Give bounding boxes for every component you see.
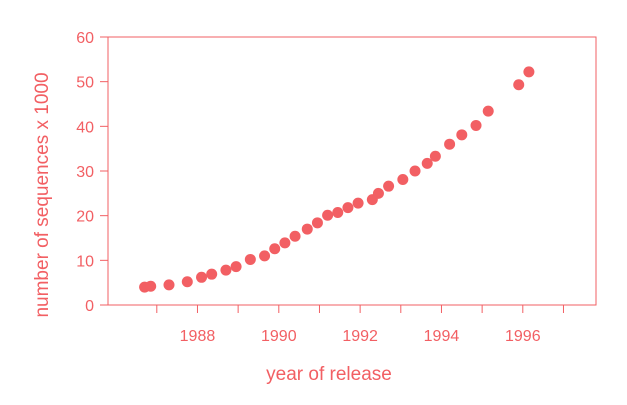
x-tick-label: 1988 xyxy=(180,328,216,345)
data-point xyxy=(279,237,291,249)
data-point xyxy=(206,268,218,280)
y-axis-title: number of sequences x 1000 xyxy=(32,72,53,317)
y-tick-label: 60 xyxy=(76,30,94,47)
data-point xyxy=(332,207,344,219)
x-tick-label: 1990 xyxy=(261,328,297,345)
data-point xyxy=(145,280,157,292)
axes: 0 10 20 30 40 50 60 1988 1990 1992 1994 1996 xyxy=(76,30,597,345)
data-point xyxy=(513,79,525,91)
data-point xyxy=(383,180,395,192)
data-point xyxy=(289,230,301,242)
data-point xyxy=(322,209,334,221)
x-axis-title: year of release xyxy=(266,364,392,385)
data-point xyxy=(163,279,175,291)
data-point xyxy=(482,105,494,117)
data-point xyxy=(470,119,482,131)
data-point xyxy=(444,138,456,150)
data-point xyxy=(269,243,281,255)
data-point xyxy=(352,197,364,209)
data-point xyxy=(259,250,271,262)
data-point xyxy=(196,271,208,283)
data-point xyxy=(230,261,242,273)
y-tick-label: 10 xyxy=(76,253,94,270)
plot-frame xyxy=(107,36,597,306)
data-point xyxy=(301,223,313,235)
data-point xyxy=(409,165,421,177)
data-point xyxy=(421,157,433,169)
y-tick-label: 20 xyxy=(76,209,94,226)
data-point xyxy=(397,173,409,185)
x-tick-label: 1992 xyxy=(342,328,378,345)
y-tick-label: 50 xyxy=(76,75,94,92)
data-point xyxy=(311,217,323,229)
x-tick-label: 1994 xyxy=(424,328,460,345)
data-point xyxy=(429,150,441,162)
data-point xyxy=(244,253,256,265)
y-tick-label: 30 xyxy=(76,164,94,181)
data-point xyxy=(456,129,468,141)
data-point xyxy=(372,187,384,199)
data-point xyxy=(523,66,535,78)
data-point xyxy=(181,276,193,288)
y-tick-label: 0 xyxy=(85,298,94,315)
data-points xyxy=(139,66,535,293)
y-tick-label: 40 xyxy=(76,119,94,136)
data-point xyxy=(342,202,354,214)
x-tick-label: 1996 xyxy=(505,328,541,345)
data-point xyxy=(220,264,232,276)
